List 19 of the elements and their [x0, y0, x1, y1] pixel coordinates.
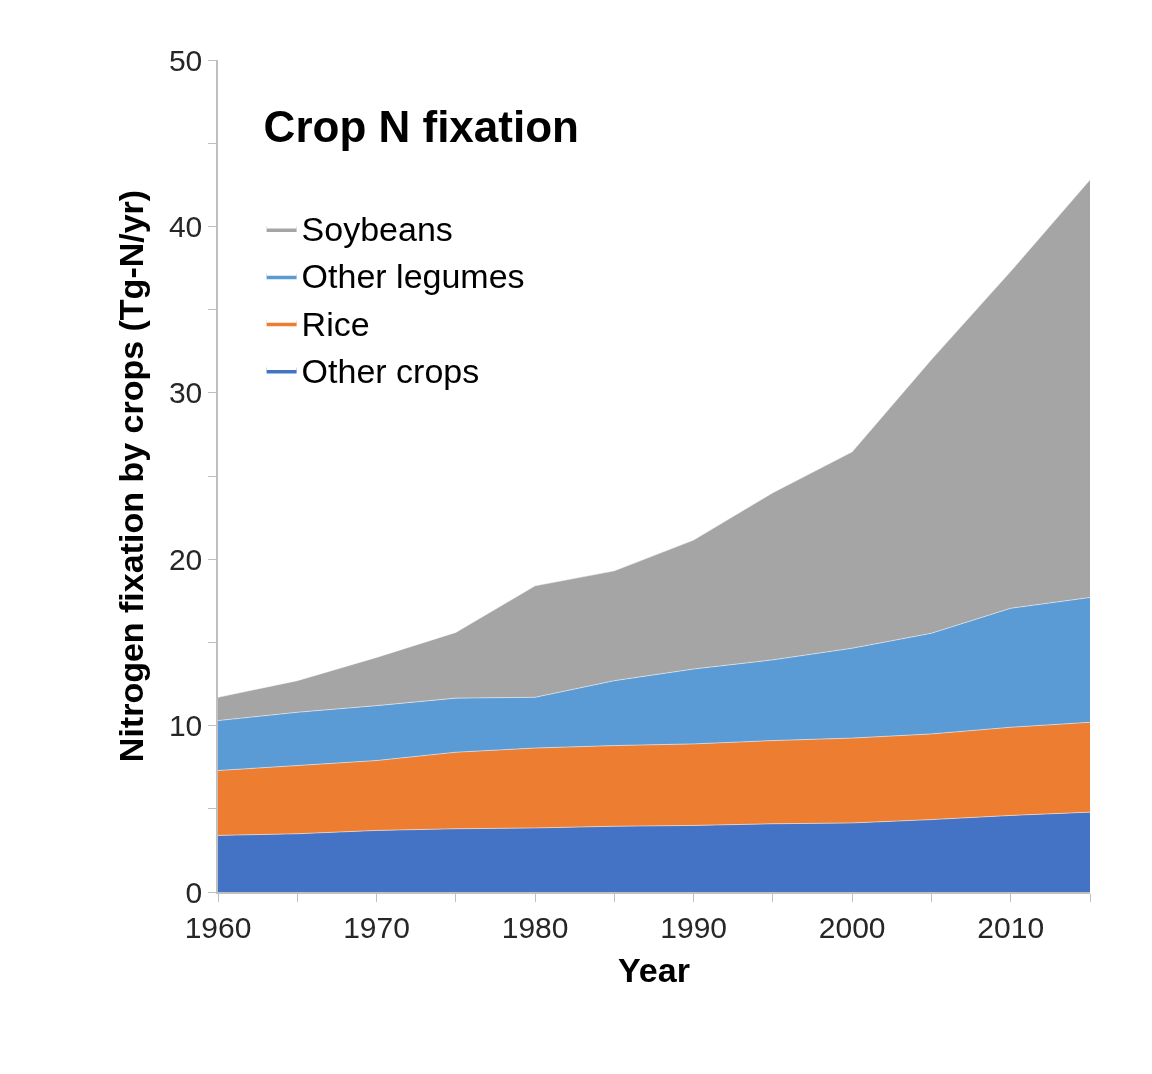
x-tick-label: 1990: [660, 910, 728, 944]
y-axis-title: Nitrogen fixation by crops (Tg-N/yr): [111, 189, 150, 763]
legend-label: Other legumes: [301, 257, 525, 296]
y-tick-label: 50: [168, 43, 203, 77]
y-tick-label: 40: [168, 209, 203, 243]
y-tick-label: 30: [168, 376, 203, 410]
y-tick-label: 0: [185, 875, 203, 909]
x-tick-label: 1980: [501, 910, 569, 944]
x-tick-label: 1960: [184, 910, 252, 944]
y-tick-label: 10: [168, 709, 203, 743]
y-tick-label: 20: [168, 542, 203, 576]
legend-label: Soybeans: [301, 210, 453, 249]
x-tick-label: 2000: [818, 910, 886, 944]
legend-label: Rice: [301, 304, 370, 343]
x-tick-label: 2010: [977, 910, 1045, 944]
legend-label: Other crops: [301, 351, 480, 390]
x-axis-title: Year: [618, 950, 690, 989]
x-tick-label: 1970: [343, 910, 410, 944]
legend-title: Crop N fixation: [263, 102, 579, 152]
